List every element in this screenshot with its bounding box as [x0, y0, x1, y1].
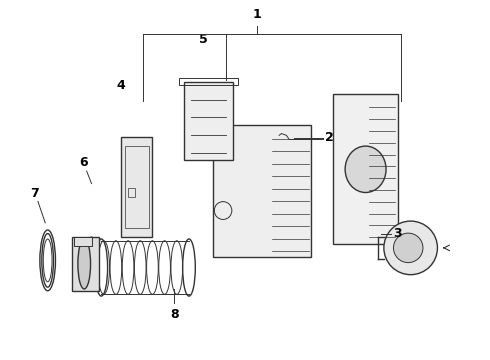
- Bar: [121, 137, 152, 237]
- Text: 1: 1: [253, 8, 262, 21]
- Text: 8: 8: [170, 308, 179, 321]
- Text: 4: 4: [117, 80, 125, 93]
- Ellipse shape: [42, 234, 53, 287]
- Text: 6: 6: [79, 156, 88, 169]
- Bar: [124, 146, 148, 228]
- Text: 3: 3: [393, 227, 402, 240]
- Text: 5: 5: [199, 33, 208, 46]
- Ellipse shape: [78, 239, 91, 289]
- Bar: [72, 237, 99, 291]
- Bar: [213, 125, 311, 257]
- Bar: [128, 188, 135, 197]
- Text: 2: 2: [325, 131, 334, 144]
- Ellipse shape: [384, 221, 438, 275]
- Ellipse shape: [345, 146, 386, 193]
- Bar: [74, 237, 92, 246]
- Ellipse shape: [393, 233, 423, 262]
- Ellipse shape: [85, 237, 98, 291]
- Bar: [184, 82, 233, 160]
- Bar: [179, 78, 238, 85]
- Bar: [333, 94, 398, 244]
- Text: 7: 7: [30, 186, 39, 200]
